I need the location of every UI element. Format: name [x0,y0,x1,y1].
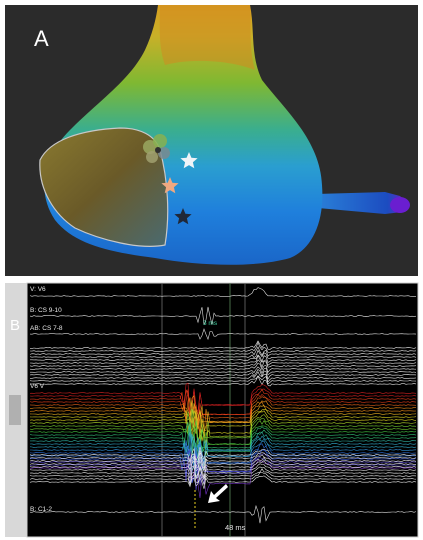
electrogram-trace [29,375,417,387]
electrogram-trace [29,396,417,433]
electrogram-trace [29,455,417,499]
electrogram-trace [30,354,417,363]
chamber-opening [39,127,169,247]
star-marker [180,152,198,169]
electrogram-trace [29,375,417,385]
vessel [316,192,406,214]
traces [29,287,417,524]
electrogram-trace [29,287,416,297]
electrogram-trace [29,354,417,366]
electrogram-trace [29,448,417,484]
electrogram-trace [29,435,417,469]
panel-b: B V: V6 B: CS 9-10 AB: CS 7-8 V6 V B: C1… [5,282,419,538]
appendage [159,5,255,70]
electrogram-trace [29,446,417,463]
electrogram-trace [29,410,417,447]
electrogram-trace [29,349,417,359]
panel-b-frame [26,282,419,538]
electrogram-trace [29,403,417,432]
lesion [146,151,158,163]
side-strip-scale [9,395,21,425]
electrogram-trace [29,340,417,350]
electrogram-trace [30,366,417,376]
panel-label: B [10,317,20,334]
electrogram-trace [29,467,417,485]
electrogram-trace [29,411,417,455]
interval-label: 48 ms [225,523,246,532]
channel-label: B: C1-2 [30,506,52,513]
panel-a: A [5,5,418,276]
electrogram-trace [29,449,416,486]
electrogram-trace [29,397,417,442]
arrow [208,484,228,503]
electrogram-trace [29,306,417,325]
electrogram-trace [29,346,417,357]
interval-label: 3 ms [203,320,218,327]
channel-label: V6 V [30,383,45,390]
lesion-cluster [143,134,170,163]
panel-label: A [34,26,49,51]
electrogram-trace [29,400,417,442]
electrogram-trace [30,425,417,470]
electrogram-trace [29,440,416,478]
electrogram-trace [29,410,417,448]
vessel-tip [390,197,410,213]
channel-label: V: V6 [30,286,46,293]
electrogram-trace [29,456,417,472]
electrogram-trace [30,432,417,466]
channel-label: B: CS 9-10 [30,307,62,314]
electrogram-trace [29,452,417,469]
electrogram-trace [29,369,417,380]
channel-label: AB: CS 7-8 [30,325,63,332]
electrogram-trace [29,472,417,486]
electrogram-trace [29,359,417,369]
electrogram-trace [29,504,417,524]
lesion-core [155,147,161,153]
electrogram-trace [29,434,417,475]
electrogram-trace [29,464,417,480]
electrogram-trace [29,341,417,353]
electrogram-trace [29,450,417,466]
electrogram-trace [29,388,417,415]
electrogram-trace [29,443,417,474]
electrogram-trace [29,422,417,464]
electrogram-trace [30,371,417,383]
electrogram-trace [29,463,417,478]
electrogram-trace [29,420,417,457]
lesion [153,134,167,148]
electrogram-trace [29,422,417,471]
star-marker [161,177,179,194]
electrogram-trace [29,362,417,373]
electrogram-trace [29,460,417,472]
electrogram-trace [29,453,417,491]
star-marker [174,208,192,225]
electrogram-trace [29,389,417,425]
electrogram-trace [29,475,417,489]
electrogram-trace [29,328,417,341]
